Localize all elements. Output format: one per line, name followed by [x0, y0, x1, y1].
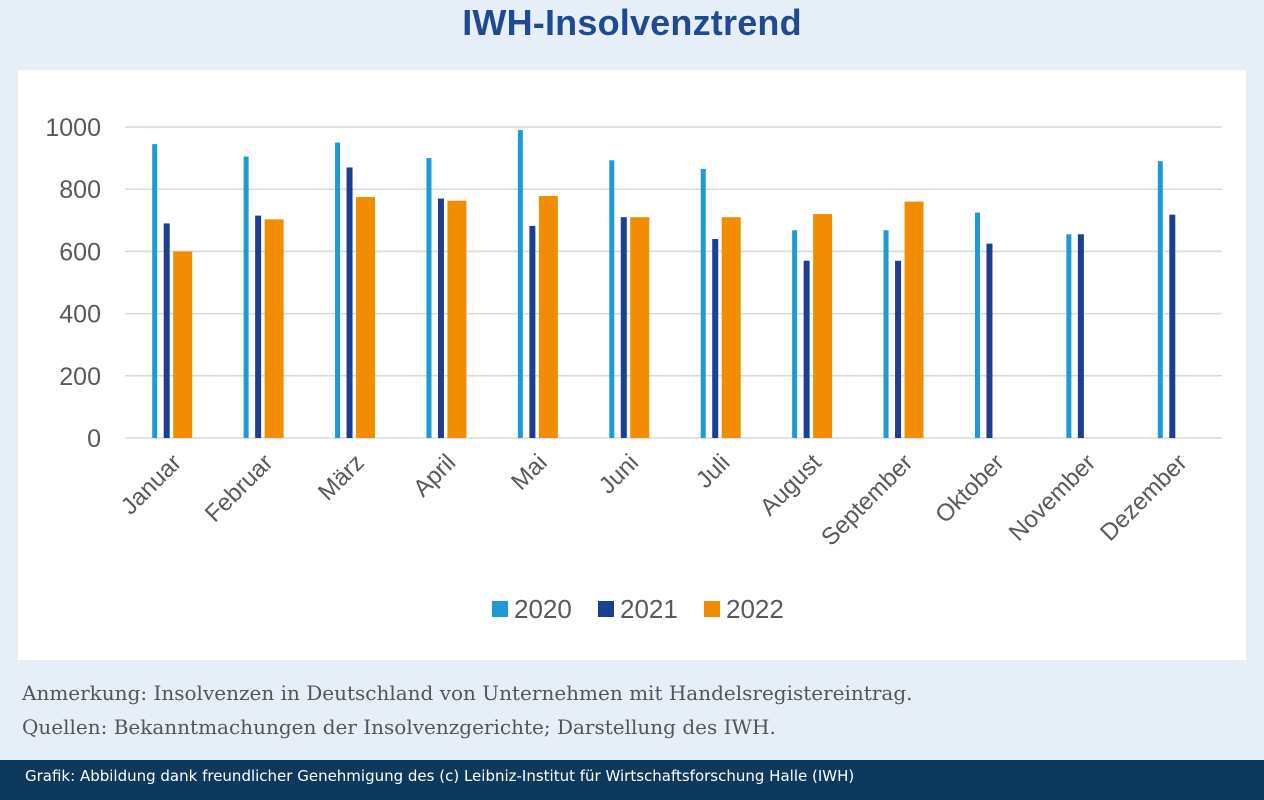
legend-label: 2022	[726, 594, 784, 624]
bar-2020	[243, 156, 249, 439]
bar-2020	[517, 130, 523, 439]
bar-2022	[264, 219, 284, 438]
bar-2021	[895, 260, 902, 438]
legend-label: 2020	[514, 594, 572, 624]
bar-2021	[620, 217, 627, 438]
bar-2020	[974, 212, 980, 438]
chart-title: IWH-Insolvenztrend	[462, 2, 802, 43]
x-tick-label: Februar	[200, 449, 279, 528]
bar-2021	[803, 260, 810, 438]
bar-2020	[792, 230, 798, 438]
bar-2021	[1077, 234, 1084, 438]
bar-2021	[986, 243, 993, 438]
bar-2021	[255, 215, 262, 438]
legend-label: 2021	[620, 594, 678, 624]
bar-2022	[721, 217, 741, 438]
note-sources: Quellen: Bekanntmachungen der Insolvenzg…	[22, 715, 776, 739]
legend-swatch-2022	[704, 601, 720, 617]
y-tick-label: 800	[59, 176, 101, 204]
bar-2020	[152, 144, 158, 438]
y-tick-label: 400	[59, 301, 101, 329]
notes: Anmerkung: Insolvenzen in Deutschland vo…	[22, 676, 912, 744]
bar-chart: 0 200 400 600 800 1000 Januar Februar März April M…	[45, 114, 1222, 624]
bar-2021	[437, 198, 444, 438]
x-tick-label: November	[1004, 449, 1101, 546]
bar-2020	[1157, 161, 1163, 438]
bar-2022	[630, 217, 650, 438]
y-tick-label: 600	[59, 238, 101, 266]
x-tick-label: Juli	[691, 449, 736, 494]
bar-2021	[1169, 214, 1176, 438]
x-tick-label: September	[816, 449, 918, 551]
footer-credit: Grafik: Abbildung dank freundlicher Gene…	[0, 760, 1264, 800]
note-remark: Anmerkung: Insolvenzen in Deutschland vo…	[22, 681, 913, 705]
bar-2021	[163, 223, 170, 438]
y-tick-label: 200	[59, 363, 101, 391]
bar-2020	[883, 230, 889, 438]
bar-2022	[813, 214, 833, 438]
bar-2022	[356, 196, 376, 438]
bar-2022	[173, 251, 193, 438]
y-tick-label: 1000	[45, 114, 101, 142]
bar-2020	[426, 158, 432, 438]
x-tick-label: Dezember	[1095, 449, 1192, 546]
bar-2021	[529, 225, 536, 438]
x-tick-label: Januar	[116, 449, 187, 520]
x-tick-label: Oktober	[930, 449, 1009, 528]
bar-2020	[335, 142, 341, 439]
bar-2022	[538, 196, 558, 438]
bar-2021	[712, 238, 719, 438]
legend-swatch-2020	[492, 601, 508, 617]
chart-panel: 0 200 400 600 800 1000 Januar Februar März April M…	[18, 70, 1246, 660]
x-tick-label: März	[313, 449, 370, 506]
bar-2020	[609, 160, 615, 438]
bar-2022	[447, 200, 467, 438]
bar-2021	[346, 167, 353, 438]
legend-swatch-2021	[598, 601, 614, 617]
x-tick-label: April	[408, 449, 461, 502]
x-tick-label: August	[755, 449, 827, 521]
x-tick-label: Juni	[594, 449, 644, 499]
bar-2022	[904, 201, 924, 438]
x-tick-label: Mai	[506, 449, 552, 495]
y-tick-label: 0	[87, 425, 101, 453]
bar-2020	[700, 168, 706, 439]
bar-2020	[1066, 234, 1072, 438]
